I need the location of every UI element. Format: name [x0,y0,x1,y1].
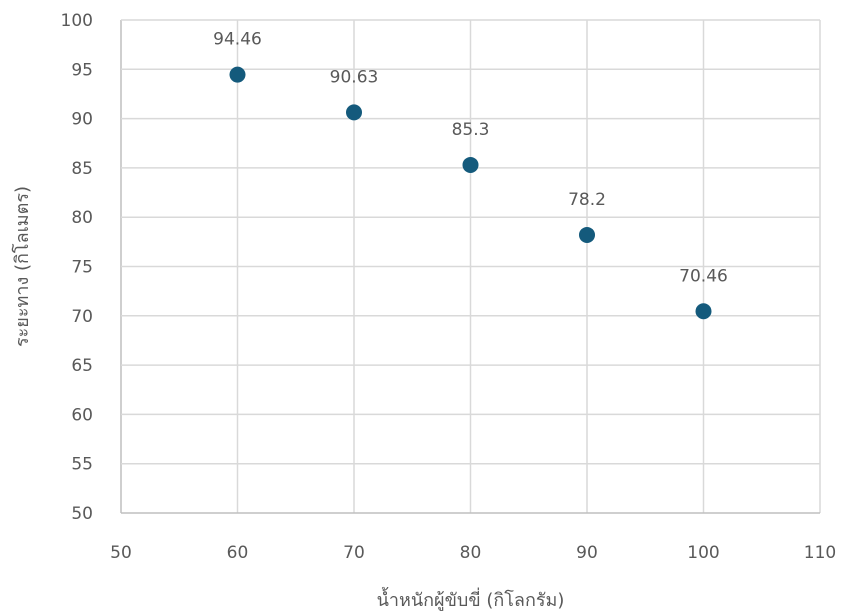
x-tick-label: 60 [227,543,249,563]
x-tick-label: 100 [687,543,719,563]
y-tick-label: 55 [71,455,93,475]
data-labels: 94.46 90.63 85.3 78.2 70.46 [213,30,728,287]
y-axis-title: ระยะทาง (กิโลเมตร) [11,186,33,347]
data-point [579,226,595,243]
x-tick-labels: 50 60 70 80 90 100 110 [110,543,836,563]
y-tick-label: 75 [71,258,93,278]
y-tick-label: 85 [71,159,93,179]
data-point [229,66,246,83]
y-tick-label: 100 [61,11,93,31]
x-tick-label: 110 [804,543,836,563]
data-label: 90.63 [330,67,379,87]
data-point [462,156,479,173]
data-label: 85.3 [452,120,490,140]
y-tick-label: 95 [71,60,93,80]
y-tick-label: 90 [71,110,93,130]
x-axis-title: น้ำหนักผู้ขับขี่ (กิโลกรัม) [377,587,565,611]
y-tick-label: 50 [71,504,93,524]
y-tick-label: 70 [71,307,93,327]
data-point [695,303,712,320]
data-label: 70.46 [679,266,728,286]
horizontal-gridlines [121,19,820,514]
y-tick-labels: 50 55 60 65 70 75 80 85 90 95 100 [61,11,93,524]
y-tick-label: 65 [71,356,93,376]
x-tick-label: 70 [343,543,365,563]
data-label: 78.2 [568,190,606,210]
data-label: 94.46 [213,30,262,50]
y-tick-label: 80 [71,208,93,228]
y-tick-label: 60 [71,405,93,425]
data-point [346,104,362,121]
x-tick-label: 90 [576,543,598,563]
data-points [229,66,712,320]
x-tick-label: 80 [460,543,482,563]
x-tick-label: 50 [110,543,132,563]
